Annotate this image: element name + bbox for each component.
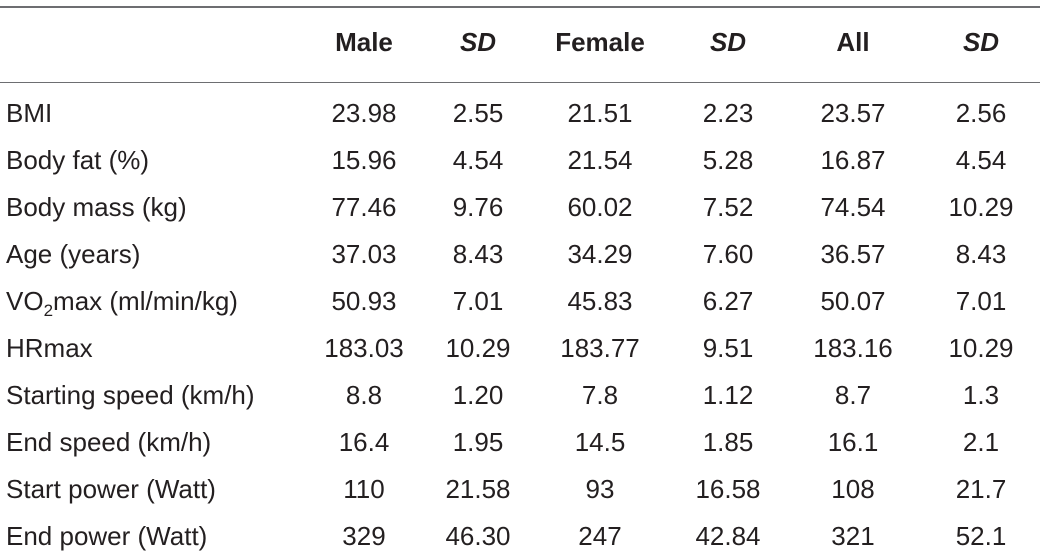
cell-male-sd: 10.29 bbox=[445, 333, 511, 363]
table-row: Start power (Watt) 110 21.58 93 16.58 10… bbox=[0, 466, 1040, 513]
cell-all: 321 bbox=[831, 521, 875, 551]
table-row: VO2max (ml/min/kg) 50.93 7.01 45.83 6.27… bbox=[0, 278, 1040, 325]
cell-male-sd: 1.20 bbox=[452, 380, 504, 410]
cell-all-sd: 10.29 bbox=[948, 333, 1014, 363]
cell-male: 16.4 bbox=[338, 427, 390, 457]
cell-male-sd: 9.76 bbox=[452, 192, 504, 222]
header-label bbox=[0, 0, 300, 84]
cell-male: 183.03 bbox=[324, 333, 404, 363]
cell-female: 7.8 bbox=[581, 380, 619, 410]
cell-female-sd: 2.23 bbox=[702, 98, 754, 128]
cell-female: 60.02 bbox=[567, 192, 633, 222]
cell-male: 329 bbox=[342, 521, 386, 551]
cell-female: 21.51 bbox=[567, 98, 633, 128]
header-all: All bbox=[836, 26, 870, 57]
table-row: HRmax 183.03 10.29 183.77 9.51 183.16 10… bbox=[0, 325, 1040, 372]
cell-all: 16.1 bbox=[827, 427, 879, 457]
row-label: End speed (km/h) bbox=[6, 427, 212, 457]
row-label: Age (years) bbox=[6, 239, 141, 269]
cell-male-sd: 1.95 bbox=[452, 427, 504, 457]
table-row: BMI 23.98 2.55 21.51 2.23 23.57 2.56 bbox=[0, 90, 1040, 137]
cell-all: 50.07 bbox=[820, 286, 886, 316]
cell-male: 23.98 bbox=[331, 98, 397, 128]
row-label: Body mass (kg) bbox=[6, 192, 187, 222]
top-rule bbox=[0, 6, 1040, 8]
cell-all-sd: 4.54 bbox=[955, 145, 1007, 175]
cell-female-sd: 1.85 bbox=[702, 427, 754, 457]
cell-female-sd: 16.58 bbox=[695, 474, 761, 504]
row-label: BMI bbox=[6, 98, 53, 128]
row-label: End power (Watt) bbox=[6, 521, 208, 551]
cell-male: 110 bbox=[343, 474, 385, 504]
cell-female: 45.83 bbox=[567, 286, 633, 316]
header-all-sd: SD bbox=[962, 26, 1000, 57]
cell-female: 14.5 bbox=[574, 427, 626, 457]
table-row: Body mass (kg) 77.46 9.76 60.02 7.52 74.… bbox=[0, 184, 1040, 231]
cell-female-sd: 42.84 bbox=[695, 521, 761, 551]
cell-all-sd: 2.56 bbox=[955, 98, 1007, 128]
cell-all-sd: 10.29 bbox=[948, 192, 1014, 222]
cell-all-sd: 1.3 bbox=[962, 380, 1000, 410]
cell-male: 37.03 bbox=[331, 239, 397, 269]
table-row: Age (years) 37.03 8.43 34.29 7.60 36.57 … bbox=[0, 231, 1040, 278]
header-male-sd: SD bbox=[459, 26, 497, 57]
header-rule bbox=[0, 82, 1040, 83]
cell-male-sd: 21.58 bbox=[445, 474, 511, 504]
cell-all-sd: 21.7 bbox=[955, 474, 1007, 504]
cell-female-sd: 5.28 bbox=[702, 145, 754, 175]
cell-female: 247 bbox=[578, 521, 622, 551]
row-label: Body fat (%) bbox=[6, 145, 150, 175]
row-label: VO2max (ml/min/kg) bbox=[0, 278, 300, 325]
cell-female-sd: 7.52 bbox=[702, 192, 754, 222]
cell-all: 8.7 bbox=[834, 380, 872, 410]
cell-all: 16.87 bbox=[820, 145, 886, 175]
cell-male-sd: 2.55 bbox=[452, 98, 504, 128]
cell-male: 8.8 bbox=[345, 380, 383, 410]
cell-female: 93 bbox=[585, 474, 615, 504]
header-male: Male bbox=[335, 26, 393, 57]
cell-all: 108 bbox=[831, 474, 875, 504]
row-label: Start power (Watt) bbox=[6, 474, 216, 504]
cell-female-sd: 1.12 bbox=[702, 380, 754, 410]
table-row: End speed (km/h) 16.4 1.95 14.5 1.85 16.… bbox=[0, 419, 1040, 466]
cell-male: 15.96 bbox=[331, 145, 397, 175]
cell-all-sd: 2.1 bbox=[962, 427, 1000, 457]
cell-female-sd: 6.27 bbox=[702, 286, 754, 316]
cell-all-sd: 52.1 bbox=[955, 521, 1007, 551]
cell-male-sd: 46.30 bbox=[445, 521, 511, 551]
cell-all: 23.57 bbox=[820, 98, 886, 128]
cell-female-sd: 9.51 bbox=[702, 333, 754, 363]
cell-female-sd: 7.60 bbox=[702, 239, 754, 269]
cell-all-sd: 7.01 bbox=[955, 286, 1007, 316]
row-label-suffix: max (ml/min/kg) bbox=[53, 286, 238, 316]
cell-all: 36.57 bbox=[820, 239, 886, 269]
header-row: Male SD Female SD All SD bbox=[0, 0, 1040, 84]
cell-all: 183.16 bbox=[813, 333, 893, 363]
table-row: Body fat (%) 15.96 4.54 21.54 5.28 16.87… bbox=[0, 137, 1040, 184]
cell-female: 34.29 bbox=[567, 239, 633, 269]
row-label-prefix: VO bbox=[6, 286, 44, 316]
cell-male: 77.46 bbox=[331, 192, 397, 222]
cell-male-sd: 8.43 bbox=[452, 239, 504, 269]
header-female: Female bbox=[555, 26, 645, 57]
header-female-sd: SD bbox=[709, 26, 747, 57]
cell-all-sd: 8.43 bbox=[955, 239, 1007, 269]
cell-female: 183.77 bbox=[560, 333, 640, 363]
cell-male-sd: 7.01 bbox=[452, 286, 504, 316]
cell-female: 21.54 bbox=[567, 145, 633, 175]
row-label-subscript: 2 bbox=[43, 301, 54, 320]
cell-male: 50.93 bbox=[331, 286, 397, 316]
cell-male-sd: 4.54 bbox=[452, 145, 504, 175]
row-label: Starting speed (km/h) bbox=[6, 380, 255, 410]
table-row: End power (Watt) 329 46.30 247 42.84 321… bbox=[0, 513, 1040, 560]
row-label: HRmax bbox=[6, 333, 93, 363]
cell-all: 74.54 bbox=[820, 192, 886, 222]
table-row: Starting speed (km/h) 8.8 1.20 7.8 1.12 … bbox=[0, 372, 1040, 419]
